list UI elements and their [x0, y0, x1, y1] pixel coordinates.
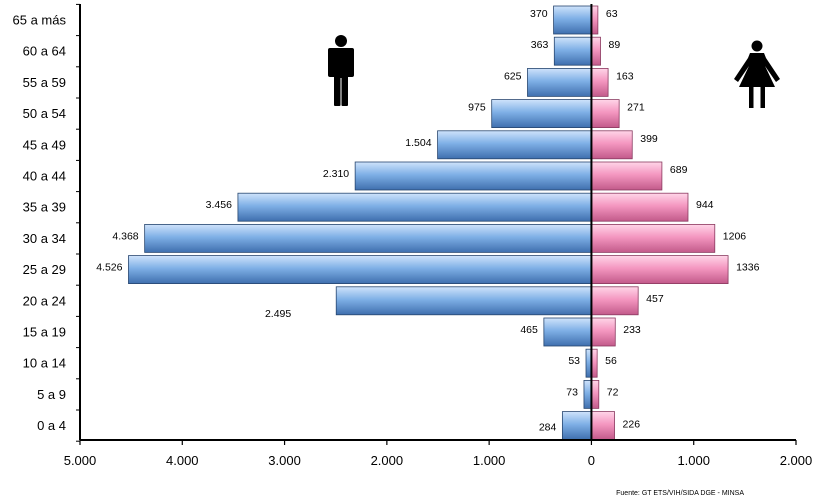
male-value-label: 370 — [530, 8, 548, 20]
female-figure-icon — [734, 40, 780, 108]
male-value-label: 284 — [539, 422, 557, 434]
category-label: 35 a 39 — [23, 200, 66, 215]
female-value-label: 56 — [605, 355, 617, 367]
x-tick-label: 0 — [588, 453, 595, 468]
male-bar — [583, 379, 592, 409]
male-bar — [543, 317, 592, 347]
male-bar — [553, 5, 592, 35]
male-bar — [335, 286, 592, 316]
female-bar — [591, 379, 600, 409]
female-value-label: 689 — [670, 164, 688, 176]
category-label: 30 a 34 — [23, 231, 66, 246]
female-bar — [591, 68, 609, 97]
male-value-label: 1.504 — [405, 137, 431, 149]
male-value-label: 625 — [504, 70, 522, 82]
source-note: Fuente: GT ETS/VIH/SIDA DGE - MINSA — [616, 490, 744, 497]
male-bar — [354, 161, 592, 191]
female-bar — [591, 99, 620, 128]
x-tick-label: 3.000 — [268, 453, 301, 468]
female-value-label: 944 — [696, 199, 714, 211]
female-bar — [591, 36, 601, 66]
male-value-label: 975 — [468, 102, 486, 114]
female-value-label: 63 — [606, 8, 618, 20]
category-label: 55 a 59 — [23, 75, 66, 90]
male-value-label: 465 — [520, 324, 538, 336]
female-value-label: 1336 — [736, 262, 760, 274]
male-value-label: 3.456 — [206, 199, 232, 211]
male-bar — [237, 192, 592, 222]
male-value-label: 363 — [531, 39, 549, 51]
category-label: 0 a 4 — [37, 418, 66, 433]
female-value-label: 457 — [646, 293, 664, 305]
category-label: 20 a 24 — [23, 293, 66, 308]
male-value-label: 53 — [568, 355, 580, 367]
male-bar — [491, 99, 592, 128]
x-tick-label: 4.000 — [166, 453, 199, 468]
male-bar — [144, 223, 592, 253]
category-label: 40 a 44 — [23, 169, 66, 184]
female-value-label: 399 — [640, 133, 658, 145]
female-value-label: 89 — [609, 39, 621, 51]
female-value-label: 1206 — [723, 230, 747, 242]
female-value-label: 163 — [616, 70, 634, 82]
male-bar — [527, 68, 592, 97]
category-label: 25 a 29 — [23, 262, 66, 277]
x-tick-label: 1.000 — [677, 453, 710, 468]
female-value-label: 72 — [607, 386, 619, 398]
category-label: 50 a 54 — [23, 106, 66, 121]
female-bar — [591, 317, 616, 347]
male-bar — [561, 411, 592, 441]
female-value-label: 226 — [623, 419, 641, 431]
male-bar — [437, 130, 592, 160]
female-value-label: 233 — [623, 324, 641, 336]
female-bar — [591, 223, 716, 253]
male-value-label: 4.368 — [112, 230, 138, 242]
male-value-label: 2.495 — [265, 308, 291, 320]
male-bar — [553, 36, 592, 66]
category-label: 15 a 19 — [23, 325, 66, 340]
male-value-label: 2.310 — [323, 168, 349, 180]
female-bar — [591, 161, 663, 191]
category-label: 65 a más — [13, 13, 67, 28]
female-bar — [591, 192, 689, 222]
male-value-label: 73 — [566, 386, 578, 398]
x-tick-label: 2.000 — [780, 453, 813, 468]
female-value-label: 271 — [627, 102, 645, 114]
female-bar — [591, 411, 615, 441]
x-tick-label: 5.000 — [64, 453, 97, 468]
male-bar — [128, 255, 592, 285]
female-bar — [591, 255, 729, 285]
female-bar — [591, 286, 639, 316]
category-label: 45 a 49 — [23, 137, 66, 152]
female-bar — [591, 130, 633, 160]
male-figure-icon — [328, 35, 354, 106]
male-value-label: 4.526 — [96, 262, 122, 274]
x-tick-label: 2.000 — [371, 453, 404, 468]
category-label: 5 a 9 — [37, 387, 66, 402]
category-label: 10 a 14 — [23, 356, 66, 371]
category-label: 60 a 64 — [23, 44, 66, 59]
x-tick-label: 1.000 — [473, 453, 506, 468]
